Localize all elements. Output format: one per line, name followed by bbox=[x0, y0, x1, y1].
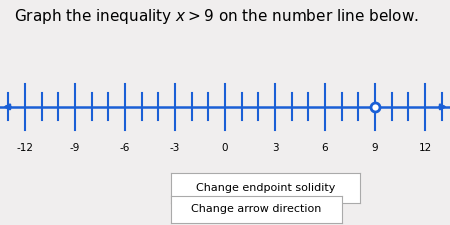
Text: -3: -3 bbox=[170, 143, 180, 153]
Text: 3: 3 bbox=[272, 143, 278, 153]
Text: Change arrow direction: Change arrow direction bbox=[191, 204, 322, 214]
Text: 0: 0 bbox=[222, 143, 228, 153]
Text: -9: -9 bbox=[70, 143, 80, 153]
Text: Change endpoint solidity: Change endpoint solidity bbox=[196, 183, 335, 193]
Text: 6: 6 bbox=[322, 143, 328, 153]
Text: -12: -12 bbox=[17, 143, 33, 153]
Text: -6: -6 bbox=[120, 143, 130, 153]
Text: 12: 12 bbox=[418, 143, 432, 153]
Text: 9: 9 bbox=[372, 143, 378, 153]
Text: Graph the inequality $x > 9$ on the number line below.: Graph the inequality $x > 9$ on the numb… bbox=[14, 7, 418, 26]
